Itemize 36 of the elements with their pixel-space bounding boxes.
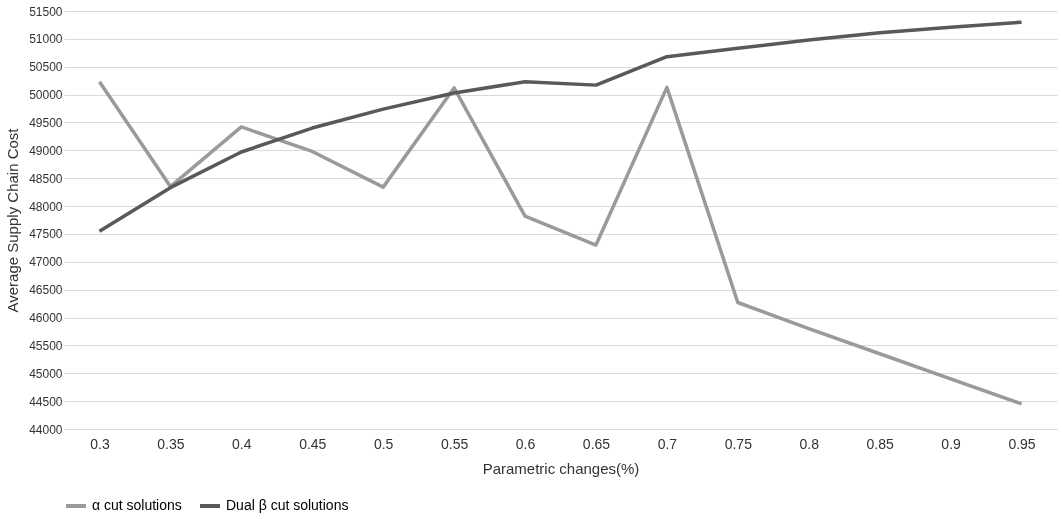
y-tick-label: 49500 — [29, 115, 63, 130]
y-tick-label: 47500 — [29, 227, 63, 242]
y-tick-label: 50000 — [29, 88, 63, 103]
y-tick-label: 45000 — [29, 366, 63, 381]
y-axis-title: Average Supply Chain Cost — [4, 127, 22, 313]
x-tick-label: 0.4 — [232, 435, 252, 452]
x-tick-label: 0.75 — [724, 435, 753, 452]
x-tick-label: 0.65 — [582, 435, 611, 452]
x-tick-label: 0.5 — [373, 435, 394, 452]
y-tick-label: 44000 — [29, 422, 63, 437]
y-tick-label: 51500 — [29, 4, 63, 19]
legend-label: α cut solutions — [92, 497, 182, 513]
y-tick-label: 48000 — [29, 199, 63, 214]
x-tick-label: 0.35 — [157, 435, 185, 452]
x-tick-label: 0.9 — [941, 435, 962, 452]
y-tick-label: 44500 — [29, 394, 63, 409]
x-tick-label: 0.45 — [299, 435, 327, 452]
y-tick-label: 47000 — [29, 255, 63, 270]
y-tick-label: 50500 — [29, 60, 63, 75]
y-tick-label: 48500 — [29, 171, 63, 186]
y-tick-label: 51000 — [29, 32, 63, 47]
x-tick-label: 0.7 — [657, 435, 678, 452]
y-tick-label: 49000 — [29, 143, 63, 158]
legend-label: Dual β cut solutions — [226, 497, 349, 513]
x-tick-label: 0.55 — [440, 435, 469, 452]
line-series — [97, 80, 1024, 406]
x-tick-label: 0.95 — [1008, 435, 1036, 452]
x-axis-title: Parametric changes(%) — [482, 459, 640, 477]
line-series — [97, 20, 1024, 233]
x-tick-label: 0.3 — [90, 435, 110, 452]
x-tick-label: 0.6 — [515, 435, 536, 452]
x-tick-label: 0.85 — [866, 435, 895, 452]
y-tick-label: 46500 — [29, 283, 63, 298]
y-tick-label: 46000 — [29, 311, 63, 326]
y-tick-label: 45500 — [29, 338, 63, 353]
x-tick-label: 0.8 — [799, 435, 820, 452]
